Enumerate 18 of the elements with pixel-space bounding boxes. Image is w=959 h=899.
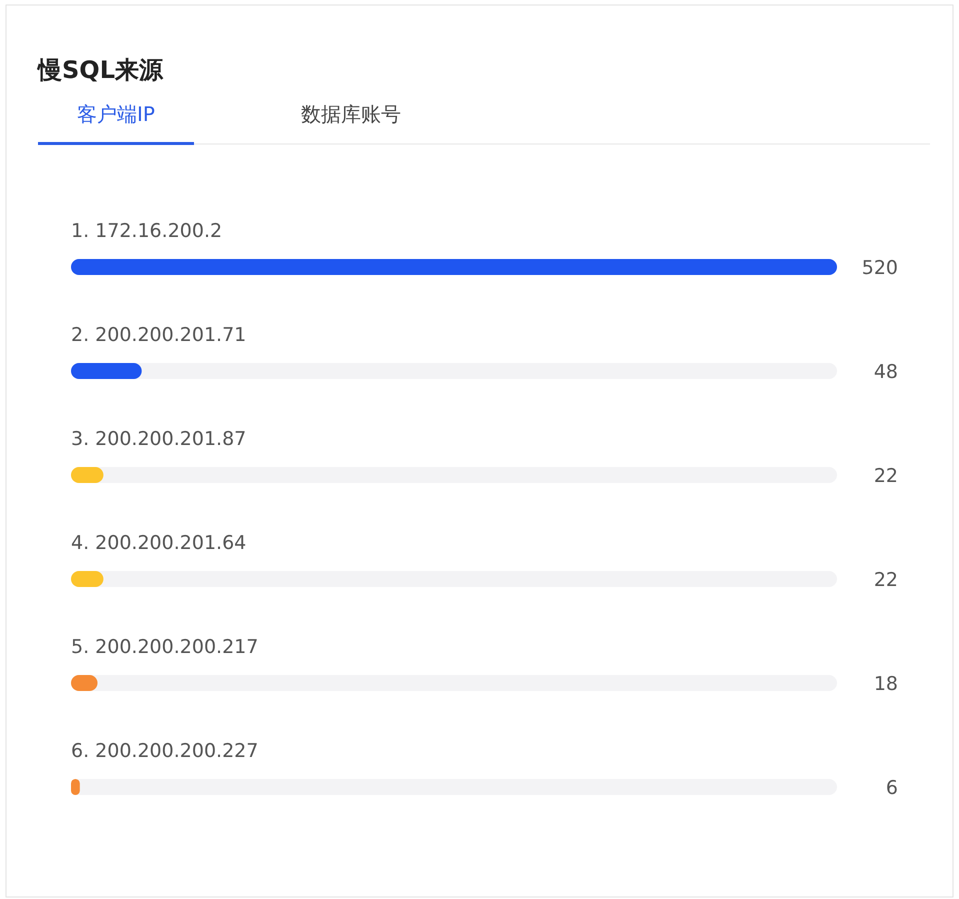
bar (71, 363, 142, 379)
y-tick-label: 3. 200.200.201.87 (71, 428, 246, 450)
y-tick-label: 2. 200.200.201.71 (71, 324, 246, 346)
bar (71, 467, 104, 483)
y-tick-label: 6. 200.200.200.227 (71, 740, 258, 762)
data-label: 18 (874, 673, 898, 695)
data-label: 22 (874, 465, 898, 487)
text: 数据库账号 (301, 102, 401, 126)
data-label: 520 (862, 257, 898, 279)
y-tick-label: 4. 200.200.201.64 (71, 532, 246, 554)
data-label: 48 (874, 361, 898, 383)
data-label: 6 (886, 777, 898, 799)
chart-title: 慢SQL来源 (36, 56, 164, 84)
y-tick-label: 1. 172.16.200.2 (71, 220, 222, 242)
y-tick-label: 5. 200.200.200.217 (71, 636, 258, 658)
text: 客户端IP (77, 102, 155, 126)
bar (71, 571, 104, 587)
data-label: 22 (874, 569, 898, 591)
